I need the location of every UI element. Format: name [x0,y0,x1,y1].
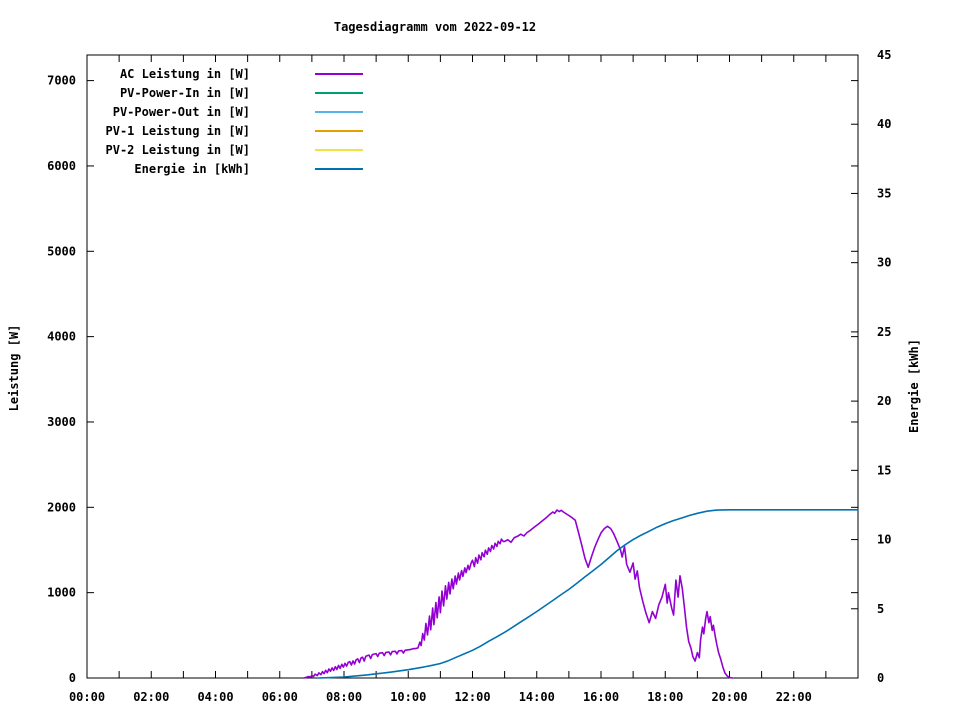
legend-item: PV-Power-In in [W] [87,83,363,102]
x-tick-label: 16:00 [583,690,619,704]
x-tick-label: 22:00 [776,690,812,704]
legend-item-label: PV-2 Leistung in [W] [105,142,251,157]
legend-line-sample [315,91,363,94]
x-tick-label: 00:00 [69,690,105,704]
y2-tick-label: 25 [877,325,891,339]
y2-ticks [851,54,858,679]
legend-item-label: PV-Power-Out in [W] [112,104,250,119]
chart-title: Tagesdiagramm vom 2022-09-12 [333,20,537,34]
y1-tick-label: 1000 [47,586,76,600]
legend-item: PV-Power-Out in [W] [87,102,363,121]
y1-tick-label: 6000 [47,159,76,173]
y2-tick-label: 45 [877,48,891,62]
y1-tick-label: 2000 [47,500,76,514]
legend-item-label: AC Leistung in [W] [119,66,250,81]
legend-line-sample [315,129,363,132]
x-tick-label: 14:00 [519,690,555,704]
legend-line-sample [315,148,363,151]
x-tick-label: 04:00 [197,690,233,704]
legend-item-label: Energie in [kWh] [134,161,250,176]
y2-tick-label: 5 [877,602,884,616]
legend-line-sample [315,110,363,113]
y2-tick-label: 10 [877,533,891,547]
legend-item: AC Leistung in [W] [87,64,363,83]
y2-tick-label: 20 [877,394,891,408]
legend-line-sample [315,72,363,75]
x-tick-label: 08:00 [326,690,362,704]
y1-tick-label: 5000 [47,244,76,258]
series-line-energie-in-kwh- [317,508,859,679]
y2-tick-labels: 0 5 10 15 20 25 30 35 40 45 [877,48,891,685]
legend-item: PV-2 Leistung in [W] [87,140,363,159]
legend-item: Energie in [kWh] [87,159,363,178]
y1-tick-label: 4000 [47,330,76,344]
y2-tick-label: 40 [877,117,891,131]
y2-tick-label: 30 [877,256,891,270]
y1-tick-label: 3000 [47,415,76,429]
y1-tick-label: 0 [69,671,76,685]
x-tick-label: 02:00 [133,690,169,704]
x-tick-label: 12:00 [454,690,490,704]
legend-item-label: PV-1 Leistung in [W] [105,123,251,138]
x-ticks [86,55,859,678]
legend: AC Leistung in [W] PV-Power-In in [W] PV… [87,64,363,178]
legend-item-label: PV-Power-In in [W] [119,85,250,100]
y1-tick-labels: 0 1000 2000 3000 4000 5000 6000 7000 [47,74,76,685]
legend-item: PV-1 Leistung in [W] [87,121,363,140]
x-tick-label: 18:00 [647,690,683,704]
y2-tick-label: 0 [877,671,884,685]
x-tick-label: 10:00 [390,690,426,704]
y2-tick-label: 15 [877,463,891,477]
x-tick-label: 20:00 [711,690,747,704]
x-tick-label: 06:00 [262,690,298,704]
series-line-ac-leistung-in-w- [302,509,734,679]
legend-line-sample [315,167,363,170]
y1-tick-label: 7000 [47,74,76,88]
y2-tick-label: 35 [877,186,891,200]
x-tick-labels: 00:00 02:00 04:00 06:00 08:00 10:00 12:00 14:00… [69,690,812,704]
